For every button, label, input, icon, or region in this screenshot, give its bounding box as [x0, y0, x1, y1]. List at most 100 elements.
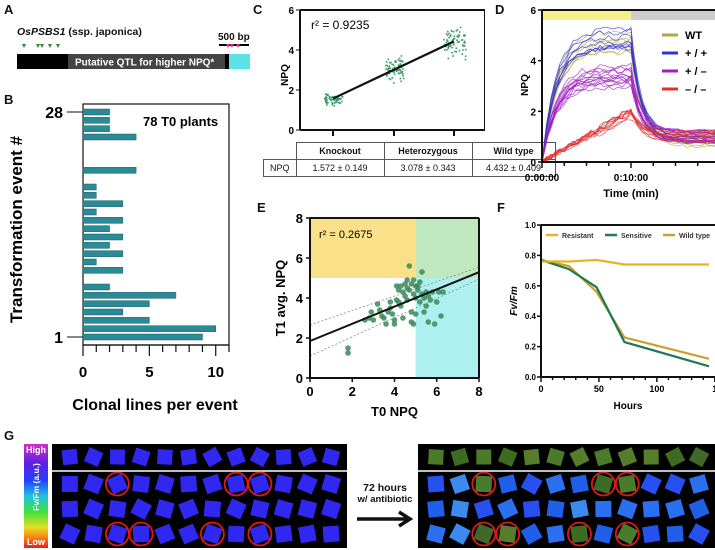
- data-point: [456, 28, 459, 31]
- circle-marker: [495, 521, 521, 547]
- data-point: [446, 40, 449, 42]
- leaf-disc: [130, 498, 152, 520]
- leaf-disc: [321, 447, 341, 467]
- data-point: [393, 71, 396, 73]
- leaf-disc: [545, 474, 566, 494]
- data-point: [370, 317, 377, 323]
- leaf-disc: [83, 447, 104, 467]
- table-cell: 4.432 ± 0.409: [471, 159, 556, 177]
- data-point: [460, 39, 463, 41]
- leaf-disc: [297, 499, 318, 519]
- data-point: [410, 321, 417, 327]
- data-point: [453, 37, 456, 40]
- colorbar-label: Fv/Fm (a.u.): [31, 463, 41, 511]
- data-point: [325, 96, 327, 98]
- leaf-disc: [132, 525, 150, 543]
- data-point: [398, 68, 401, 71]
- data-point: [443, 49, 446, 51]
- leaf-disc: [688, 446, 710, 468]
- leaf-disc: [664, 473, 686, 495]
- data-point: [388, 67, 390, 69]
- gene-subtitle: (ssp. japonica): [68, 26, 142, 38]
- legend-label: WT: [685, 30, 702, 42]
- data-point: [445, 41, 448, 44]
- leaf-disc: [643, 449, 659, 465]
- y-tick-label: 4: [288, 46, 294, 57]
- ci-upper: [309, 266, 480, 326]
- circle-marker: [104, 471, 130, 497]
- leaf-disc: [689, 474, 709, 494]
- data-point: [393, 66, 396, 68]
- data-point: [433, 299, 440, 305]
- data-point: [398, 57, 401, 60]
- y-tick-label: 28: [45, 105, 63, 122]
- leaf-disc: [296, 473, 318, 495]
- leaf-disc: [665, 446, 686, 468]
- data-point: [339, 98, 341, 101]
- data-point: [408, 309, 415, 315]
- data-point: [464, 55, 467, 58]
- x-tick-label: 0: [306, 384, 313, 399]
- leaf-disc: [61, 476, 78, 492]
- data-point: [330, 98, 333, 101]
- leaf-disc: [546, 447, 565, 467]
- bar: [82, 283, 110, 291]
- data-point: [394, 60, 397, 62]
- data-point: [453, 43, 455, 46]
- data-point: [459, 26, 462, 29]
- data-point: [390, 61, 392, 64]
- bar: [82, 308, 124, 316]
- leaf-disc: [640, 473, 662, 495]
- leaf-disc: [642, 500, 660, 518]
- green-marker-icon: [40, 44, 44, 48]
- leaf-disc: [180, 475, 198, 493]
- plate-after: [418, 444, 715, 548]
- y-tick-label: 2: [530, 107, 536, 118]
- data-point: [464, 34, 466, 36]
- data-point: [334, 101, 336, 103]
- data-point: [388, 72, 391, 75]
- x-axis-label: T0 NPQ: [371, 404, 418, 419]
- x-tick-label: 1: [712, 384, 715, 394]
- series-line: [541, 258, 709, 266]
- data-point: [341, 96, 344, 98]
- data-point: [325, 98, 328, 101]
- chart-c: 0 2 4 6 NPQ r² = 0.9235: [280, 6, 485, 137]
- panel-b-label: B: [4, 92, 14, 107]
- leaf-disc: [593, 524, 614, 544]
- annotation: r² = 0.2675: [319, 229, 373, 241]
- data-point: [392, 64, 395, 66]
- green-marker-icon: [56, 44, 60, 48]
- data-point: [446, 34, 449, 36]
- series-line: [540, 258, 710, 368]
- data-point: [419, 269, 425, 275]
- leaf-disc: [274, 524, 293, 544]
- data-point: [336, 99, 339, 102]
- series-line: [541, 110, 715, 163]
- leaf-disc: [450, 499, 470, 519]
- leaf-disc: [642, 524, 661, 544]
- data-point: [457, 34, 460, 36]
- data-point: [399, 63, 402, 65]
- data-point: [431, 321, 438, 327]
- legend-label: Wild type: [679, 233, 710, 240]
- qtl-label: Putative QTL for higher NPQ*: [75, 58, 214, 69]
- x-tick-label: 50: [594, 384, 604, 394]
- gene-diagram: Putative QTL for higher NPQ*: [17, 44, 250, 69]
- data-point: [400, 80, 402, 83]
- data-point: [445, 33, 448, 35]
- data-point: [423, 303, 429, 309]
- data-point: [464, 48, 467, 51]
- data-point: [389, 67, 392, 69]
- data-point: [450, 44, 452, 47]
- bar: [82, 183, 97, 191]
- data-point: [462, 45, 465, 47]
- leaf-disc: [225, 498, 247, 520]
- leaf-disc: [473, 499, 494, 519]
- data-point: [414, 287, 421, 293]
- data-point: [399, 60, 401, 62]
- data-point: [345, 350, 351, 356]
- data-point: [400, 64, 402, 67]
- series-line: [541, 67, 715, 163]
- leaf-disc: [321, 498, 342, 520]
